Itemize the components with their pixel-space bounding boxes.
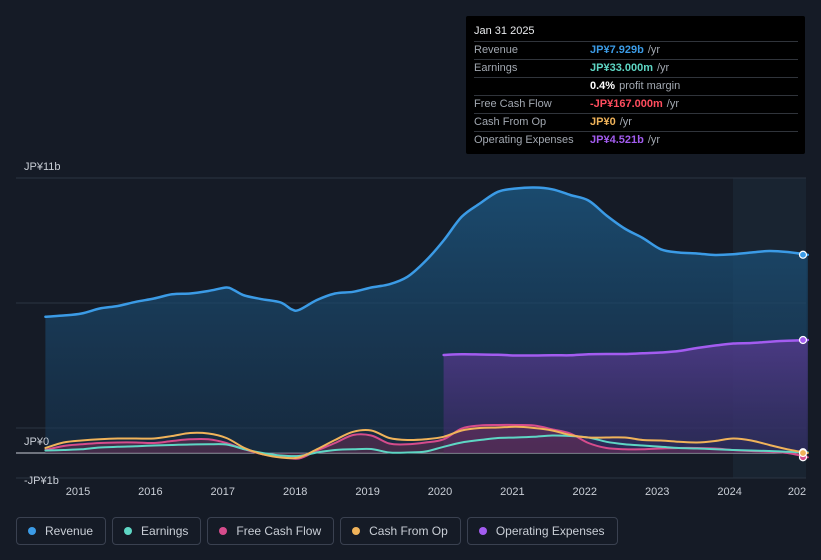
x-tick-label: 2024: [717, 486, 741, 498]
legend-item-earnings[interactable]: Earnings: [112, 517, 202, 545]
tooltip-label: Revenue: [474, 44, 519, 56]
tooltip-row: Earnings JP¥33.000m/yr: [474, 60, 798, 78]
tooltip-unit: /yr: [666, 98, 680, 110]
tooltip: Jan 31 2025 Revenue JP¥7.929b/yr Earnings J…: [466, 16, 805, 154]
legend-label: Free Cash Flow: [236, 524, 322, 538]
legend-label: Operating Expenses: [495, 524, 605, 538]
tooltip-value: JP¥7.929b: [590, 44, 644, 56]
legend-item-operating-expenses[interactable]: Operating Expenses: [466, 517, 618, 545]
axis-labels: JP¥11b JP¥0 -JP¥1b 2015 2016 2017 2018 2019 2020…: [24, 161, 806, 498]
x-tick-label: 2017: [211, 486, 235, 498]
legend-dot-icon: [219, 527, 228, 535]
legend-dot-icon: [352, 527, 361, 535]
x-tick-label: 2016: [138, 486, 162, 498]
legend-label: Earnings: [141, 524, 189, 538]
legend-dot-icon: [478, 527, 487, 535]
legend-item-revenue[interactable]: Revenue: [16, 517, 107, 545]
series-endpoints: [798, 250, 808, 462]
revenue-line: [44, 186, 810, 319]
tooltip-value: JP¥33.000m: [590, 62, 653, 74]
tooltip-unit: profit margin: [619, 80, 681, 92]
legend: Revenue Earnings Free Cash Flow Cash From O…: [16, 517, 624, 545]
tooltip-row: 0.4% profit margin: [474, 78, 798, 96]
x-tick-label: 202: [788, 486, 806, 498]
tooltip-label: Free Cash Flow: [474, 98, 552, 110]
x-tick-label: 2019: [355, 486, 379, 498]
revenue-endpoint: [798, 250, 808, 259]
tooltip-value: 0.4%: [590, 80, 616, 92]
tooltip-unit: /yr: [647, 44, 661, 56]
series-areas: [45, 187, 808, 459]
series-lines: [44, 186, 810, 460]
x-tick-label: 2015: [66, 486, 90, 498]
y-axis-label: JP¥11b: [24, 161, 61, 173]
tooltip-row: Cash From Op JP¥0/yr: [474, 114, 798, 132]
tooltip-label: Operating Expenses: [474, 134, 574, 146]
legend-label: Revenue: [45, 524, 94, 538]
y-axis-label: JP¥0: [24, 436, 49, 448]
x-tick-label: 2023: [645, 486, 669, 498]
tooltip-unit: /yr: [657, 62, 670, 74]
tooltip-row: Operating Expenses JP¥4.521b/yr: [474, 132, 798, 149]
y-axis-label: -JP¥1b: [24, 475, 59, 487]
legend-dot-icon: [124, 527, 133, 535]
legend-dot-icon: [28, 527, 36, 535]
legend-item-cash-from-op[interactable]: Cash From Op: [340, 517, 461, 545]
x-tick-label: 2020: [428, 486, 452, 498]
tooltip-label: [474, 78, 590, 95]
tooltip-row: Revenue JP¥7.929b/yr: [474, 42, 798, 60]
x-tick-label: 2022: [573, 486, 597, 498]
legend-label: Cash From Op: [369, 524, 448, 538]
tooltip-value: JP¥0: [590, 116, 616, 128]
tooltip-row: Free Cash Flow -JP¥167.000m/yr: [474, 96, 798, 114]
operating-expenses-endpoint: [798, 335, 808, 345]
earnings-line: [44, 434, 809, 458]
x-tick-label: 2021: [500, 486, 524, 498]
tooltip-label: Earnings: [474, 62, 518, 74]
x-tick-label: 2018: [283, 486, 307, 498]
free-cash-flow-area: [45, 424, 808, 459]
operating-expenses-line: [442, 338, 810, 357]
tooltip-label: Cash From Op: [474, 116, 547, 128]
tooltip-unit: /yr: [619, 116, 632, 128]
cash-from-op-endpoint: [798, 448, 808, 458]
tooltip-date: Jan 31 2025: [474, 23, 798, 42]
tooltip-value: -JP¥167.000m: [590, 98, 663, 110]
cash-from-op-line: [44, 425, 809, 460]
tooltip-unit: /yr: [647, 134, 661, 146]
tooltip-value: JP¥4.521b: [590, 134, 644, 146]
legend-item-free-cash-flow[interactable]: Free Cash Flow: [207, 517, 335, 545]
